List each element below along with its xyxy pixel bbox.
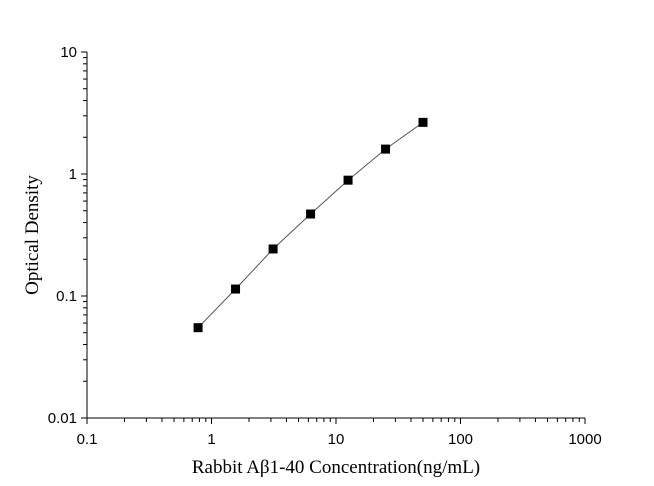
data-point-square — [418, 117, 428, 127]
x-tick-label: 1 — [207, 431, 215, 448]
x-axis-title: Rabbit Aβ1-40 Concentration(ng/mL) — [192, 457, 480, 478]
data-point-square — [381, 144, 391, 154]
y-tick-label: 10 — [60, 44, 77, 61]
data-point-square — [193, 323, 203, 333]
x-tick-label: 10 — [328, 431, 345, 448]
y-tick-label: 1 — [69, 166, 77, 183]
axes — [86, 52, 585, 419]
ticks — [81, 51, 586, 424]
y-axis-title: Optical Density — [22, 175, 43, 295]
x-tick-label: 100 — [448, 431, 473, 448]
y-tick-label: 0.1 — [56, 288, 77, 305]
data-point-square — [343, 175, 353, 185]
y-tick-label: 0.01 — [48, 410, 77, 427]
x-tick-label: 1000 — [568, 431, 601, 448]
data-point-square — [306, 209, 316, 219]
data-point-square — [268, 244, 278, 254]
data-point-square — [231, 284, 241, 294]
x-tick-label: 0.1 — [77, 431, 98, 448]
data-points — [193, 117, 428, 333]
